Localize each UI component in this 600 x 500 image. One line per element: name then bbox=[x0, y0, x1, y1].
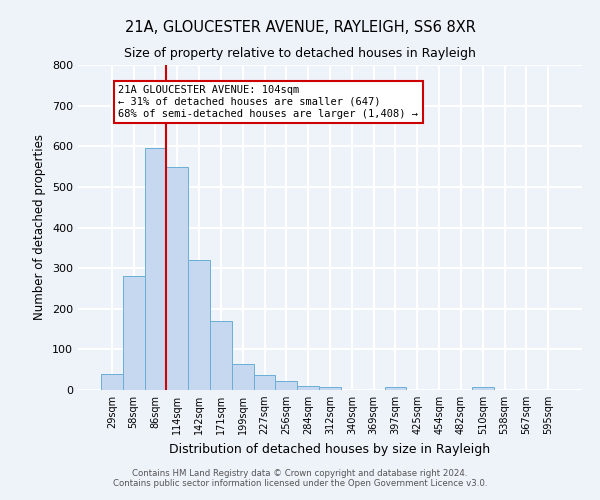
Bar bbox=[145, 148, 166, 390]
Bar bbox=[101, 374, 123, 390]
Bar bbox=[123, 276, 145, 390]
Bar bbox=[385, 387, 406, 390]
Bar bbox=[319, 387, 341, 390]
Text: 21A GLOUCESTER AVENUE: 104sqm
← 31% of detached houses are smaller (647)
68% of : 21A GLOUCESTER AVENUE: 104sqm ← 31% of d… bbox=[118, 86, 418, 118]
Bar bbox=[188, 260, 210, 390]
Bar bbox=[275, 381, 297, 390]
X-axis label: Distribution of detached houses by size in Rayleigh: Distribution of detached houses by size … bbox=[169, 442, 491, 456]
Bar bbox=[297, 386, 319, 390]
Text: Size of property relative to detached houses in Rayleigh: Size of property relative to detached ho… bbox=[124, 48, 476, 60]
Text: Contains public sector information licensed under the Open Government Licence v3: Contains public sector information licen… bbox=[113, 479, 487, 488]
Bar bbox=[254, 374, 275, 390]
Text: 21A, GLOUCESTER AVENUE, RAYLEIGH, SS6 8XR: 21A, GLOUCESTER AVENUE, RAYLEIGH, SS6 8X… bbox=[125, 20, 475, 35]
Bar bbox=[232, 364, 254, 390]
Bar bbox=[166, 166, 188, 390]
Y-axis label: Number of detached properties: Number of detached properties bbox=[34, 134, 46, 320]
Text: Contains HM Land Registry data © Crown copyright and database right 2024.: Contains HM Land Registry data © Crown c… bbox=[132, 469, 468, 478]
Bar bbox=[472, 387, 494, 390]
Bar bbox=[210, 321, 232, 390]
